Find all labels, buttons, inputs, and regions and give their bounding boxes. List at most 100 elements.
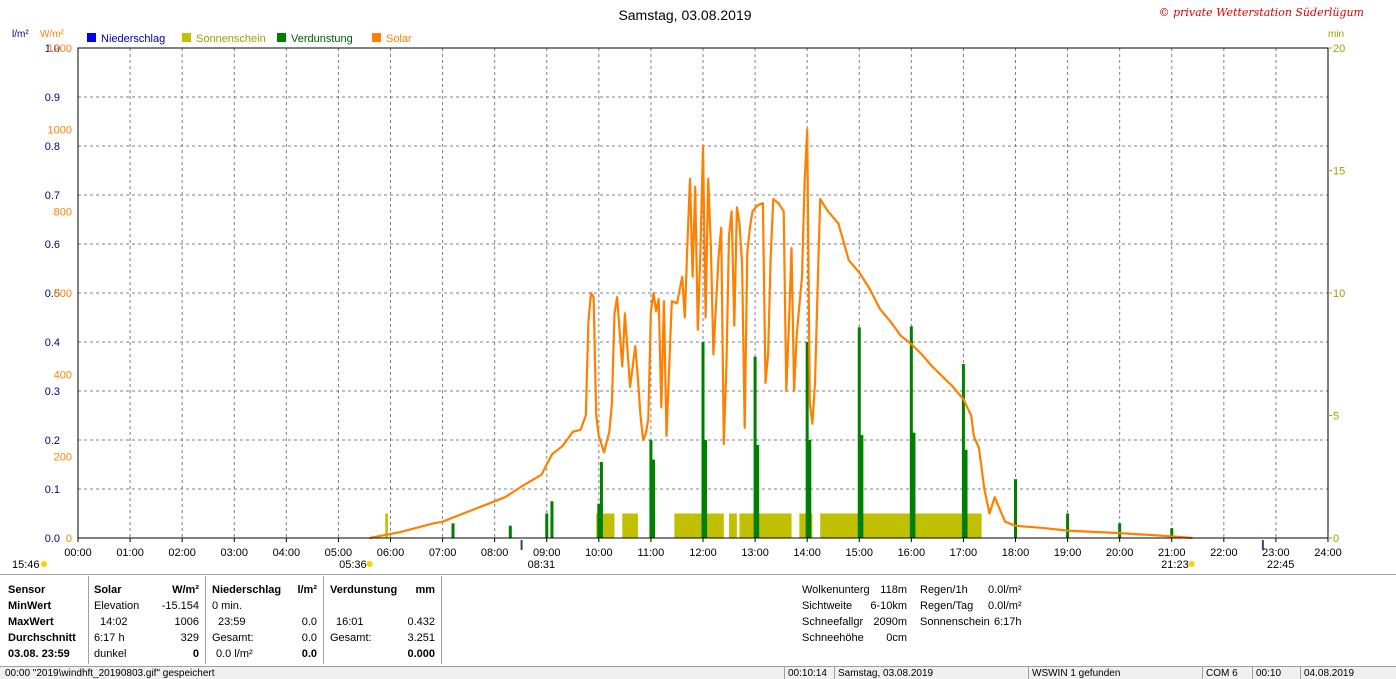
status-date: 04.08.2019	[1300, 667, 1396, 679]
x-tick-label: 12:00	[689, 547, 717, 559]
y-rain-tick-label: 1.0	[45, 43, 60, 55]
y-minutes-tick-label: 10	[1333, 288, 1345, 300]
left-sun-marker	[41, 561, 47, 567]
y-solar-tick-label: 1000	[48, 125, 72, 137]
x-tick-label: 11:00	[638, 547, 665, 559]
legend-solar-swatch	[372, 33, 381, 42]
y-solar-tick-label: 200	[54, 451, 72, 463]
rain-1h-value: 0.0l/m²	[988, 584, 1022, 596]
moonset-time-label: 22:45	[1267, 559, 1295, 571]
solar-series-line	[369, 128, 1193, 540]
astro-markers: 15:46 05:36 08:31 21:23 22:45	[12, 540, 1294, 571]
x-tick-label: 14:00	[793, 547, 821, 559]
evaporation-bar	[756, 444, 760, 538]
sunset-time-label: 21:23	[1161, 559, 1189, 571]
y-solar-tick-label: 800	[54, 206, 72, 218]
evaporation-bar	[805, 342, 809, 538]
evaporation-bar	[545, 513, 549, 538]
evap-r2-label: 16:01	[336, 616, 364, 628]
x-tick-label: 22:00	[1210, 547, 1238, 559]
snowfall-limit-value: 2090m	[873, 616, 907, 628]
panel-divider	[205, 576, 206, 664]
y-solar-tick-label: 1200	[48, 43, 72, 55]
status-clock: 00:10:14	[784, 667, 834, 679]
solar-r1-value: -15.154	[161, 600, 199, 612]
solar-r3-value: 329	[180, 632, 199, 644]
evaporation-bar	[857, 327, 861, 538]
solar-r4-value: 0	[192, 648, 199, 660]
sunshine-bar	[622, 513, 638, 538]
x-tick-label: 20:00	[1106, 547, 1134, 559]
rain-r4-value: 0.0	[301, 648, 317, 660]
evap-unit: mm	[415, 584, 435, 596]
evap-r3-value: 3.251	[407, 632, 435, 644]
evap-r4-value: 0.000	[407, 648, 435, 660]
status-time: 00:10	[1252, 667, 1300, 679]
solar-r1-label: Elevation	[94, 600, 140, 612]
legend-solar-label: Solar	[386, 33, 412, 45]
chart-title: Samstag, 03.08.2019	[618, 7, 751, 23]
evaporation-bar	[860, 435, 864, 538]
x-tick-label: 17:00	[950, 547, 978, 559]
evaporation-bar	[701, 342, 705, 538]
rain-r3-label: Gesamt:	[212, 632, 254, 644]
rain-unit: l/m²	[297, 584, 317, 596]
y-rain-tick-label: 0.1	[45, 484, 60, 496]
row-label-min: MinWert	[8, 600, 52, 612]
rain-header: Niederschlag	[212, 584, 282, 596]
status-date-long: Samstag, 03.08.2019	[834, 667, 1028, 679]
y-axis-left-ticks: 0.0 0.1 0.2 0.3 0.4 0.5 0.6 0.7 0.8 0.9 1.0 0 200 400…	[45, 43, 72, 545]
y-minutes-tick-label: 15	[1333, 166, 1345, 178]
x-tick-label: 19:00	[1054, 547, 1082, 559]
evaporation-bar	[753, 356, 757, 538]
x-tick-label: 08:00	[481, 547, 509, 559]
y-minutes-tick-label: 0	[1333, 533, 1339, 545]
sunshine-label: Sonnenschein	[920, 616, 990, 628]
row-label-date: 03.08. 23:59	[8, 648, 70, 660]
rain-day-label: Regen/Tag	[920, 600, 974, 612]
legend-evaporation-label: Verdunstung	[291, 33, 353, 45]
x-tick-label: 18:00	[1002, 547, 1030, 559]
evaporation-bars	[451, 326, 1174, 538]
solar-r2-label: 14:02	[100, 616, 128, 628]
evaporation-bar	[808, 440, 812, 538]
sunrise-time-label: 05:36	[339, 559, 367, 571]
solar-header: Solar	[94, 584, 122, 596]
x-tick-label: 05:00	[325, 547, 353, 559]
evaporation-bar	[704, 440, 708, 538]
y-rain-tick-label: 0.3	[45, 386, 60, 398]
evaporation-bar	[961, 364, 965, 538]
x-tick-label: 16:00	[898, 547, 926, 559]
rain-r1-label: 0 min.	[212, 600, 242, 612]
x-axis-ticks: 00:00 01:00 02:00 03:00 04:00 05:00 06:00 07:00…	[64, 538, 1342, 559]
sunshine-bar	[757, 513, 792, 538]
y-minutes-tick-label: 5	[1333, 411, 1339, 423]
evaporation-bar	[508, 525, 512, 538]
y-solar-tick-label: 0	[66, 533, 72, 545]
copyright-label: © private Wetterstation Süderlügum	[1159, 6, 1364, 19]
sunshine-bar	[739, 513, 756, 538]
x-tick-label: 10:00	[585, 547, 613, 559]
summary-panel	[0, 574, 1396, 667]
y-rain-tick-label: 0.2	[45, 435, 60, 447]
cloud-base-label: Wolkenunterg	[802, 584, 870, 596]
sunshine-bars	[385, 513, 982, 538]
x-tick-label: 04:00	[273, 547, 301, 559]
y-rain-tick-label: 0.7	[45, 190, 60, 202]
unit-solar-label: W/m²	[40, 29, 65, 40]
x-tick-label: 00:00	[64, 547, 92, 559]
sunshine-value: 6:17h	[994, 616, 1022, 628]
y-rain-tick-label: 0.8	[45, 141, 60, 153]
y-rain-tick-label: 0.6	[45, 239, 60, 251]
x-tick-label: 23:00	[1262, 547, 1290, 559]
x-tick-label: 24:00	[1314, 547, 1342, 559]
rain-r3-value: 0.0	[301, 632, 317, 644]
moonrise-time-label: 08:31	[528, 559, 556, 571]
row-label-average: Durchschnitt	[8, 632, 76, 644]
x-tick-label: 09:00	[533, 547, 561, 559]
evap-header: Verdunstung	[330, 584, 398, 596]
solar-unit: W/m²	[172, 584, 199, 596]
evaporation-bar	[599, 462, 603, 538]
row-label-sensor: Sensor	[8, 584, 46, 596]
evaporation-bar	[964, 449, 968, 538]
